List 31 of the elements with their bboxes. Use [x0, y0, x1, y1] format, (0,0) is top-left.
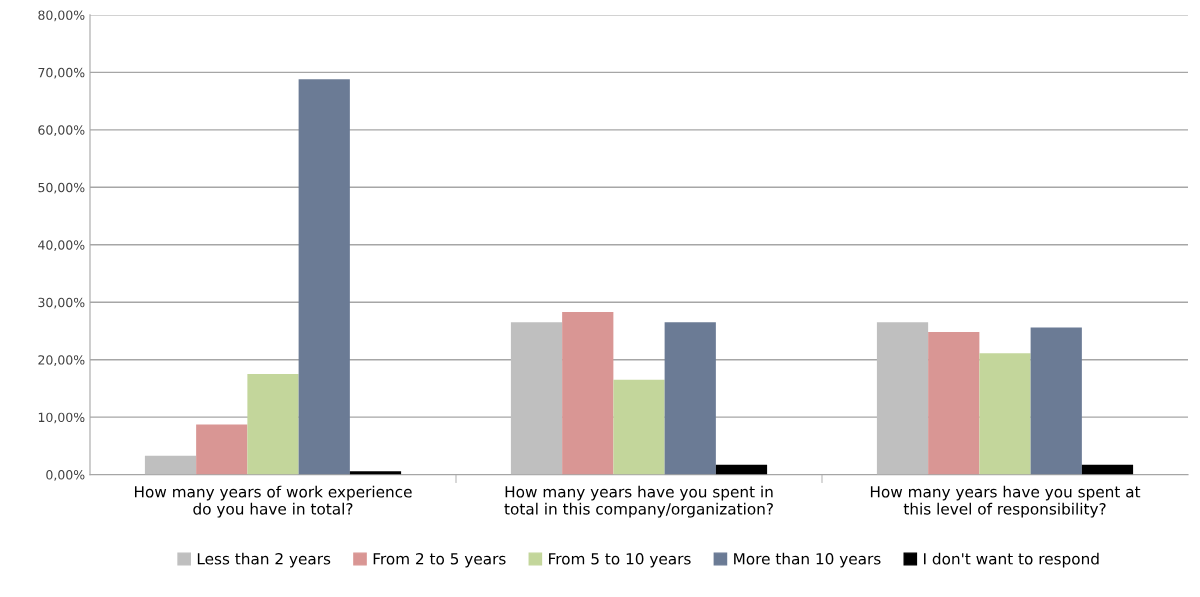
bar: [144, 455, 197, 475]
bar: [1030, 327, 1082, 475]
bar: [196, 424, 248, 475]
y-tick-label: 0,00%: [46, 470, 85, 481]
bar: [715, 464, 768, 475]
legend-label: From 2 to 5 years: [373, 552, 506, 568]
legend-label: From 5 to 10 years: [549, 552, 691, 568]
legend-label: Less than 2 years: [197, 552, 331, 568]
y-tick-label: 60,00%: [38, 125, 85, 137]
bar: [510, 322, 563, 475]
y-tick-label: 50,00%: [38, 182, 85, 194]
bar: [979, 353, 1031, 475]
bar: [928, 332, 980, 475]
bar: [1081, 464, 1134, 475]
y-tick-label: 10,00%: [38, 412, 85, 424]
y-tick-label: 20,00%: [38, 355, 85, 366]
bar: [247, 374, 299, 475]
legend-label: I don't want to respond: [924, 552, 1099, 568]
legend-label: More than 10 years: [734, 552, 881, 568]
bar: [562, 312, 614, 475]
bar: [298, 79, 350, 475]
bar: [613, 379, 665, 475]
bar: [664, 322, 716, 475]
bar: [876, 322, 929, 475]
x-tick-label: How many years of work experience do you have in total?: [135, 485, 412, 518]
y-tick-label: 30,00%: [38, 297, 85, 309]
y-tick-label: 40,00%: [38, 240, 85, 251]
x-tick-label: How many years have you spent at this level of responsibility?: [870, 485, 1141, 518]
y-tick-label: 70,00%: [38, 67, 85, 79]
x-tick-label: How many years have you spent in total in this company/organization?: [504, 485, 773, 518]
y-tick-label: 80,00%: [38, 10, 85, 22]
